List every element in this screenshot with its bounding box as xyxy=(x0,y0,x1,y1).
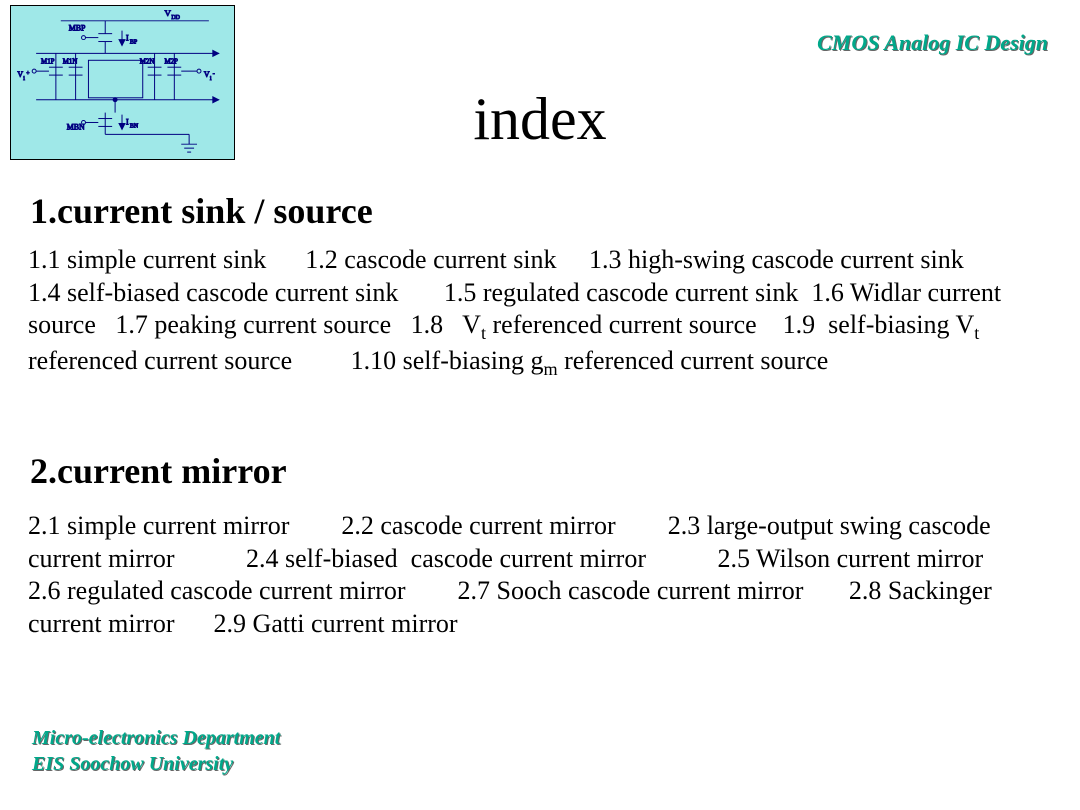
section-1-body: 1.1 simple current sink 1.2 cascode curr… xyxy=(28,244,1028,381)
page-title: index xyxy=(0,85,1080,154)
section-2-body: 2.1 simple current mirror 2.2 cascode cu… xyxy=(28,510,1048,640)
svg-text:i: i xyxy=(210,76,212,82)
footer-department: Micro-electronics Department xyxy=(32,727,280,750)
svg-text:i: i xyxy=(23,76,25,82)
svg-text:M2N: M2N xyxy=(140,58,155,65)
svg-text:M1P: M1P xyxy=(41,58,55,65)
svg-text:MBP: MBP xyxy=(69,24,86,33)
svg-text:DD: DD xyxy=(171,15,180,21)
svg-text:M2P: M2P xyxy=(164,58,178,65)
svg-text:M1N: M1N xyxy=(63,58,78,65)
section-1-heading: 1.current sink / source xyxy=(30,190,373,232)
svg-text:I: I xyxy=(126,34,129,43)
section-2-heading: 2.current mirror xyxy=(30,450,287,492)
svg-text:+: + xyxy=(26,71,30,77)
svg-text:-: - xyxy=(213,71,215,77)
course-title: CMOS Analog IC Design xyxy=(817,30,1048,56)
footer-university: EIS Soochow University xyxy=(32,753,233,776)
svg-text:BP: BP xyxy=(130,40,138,46)
